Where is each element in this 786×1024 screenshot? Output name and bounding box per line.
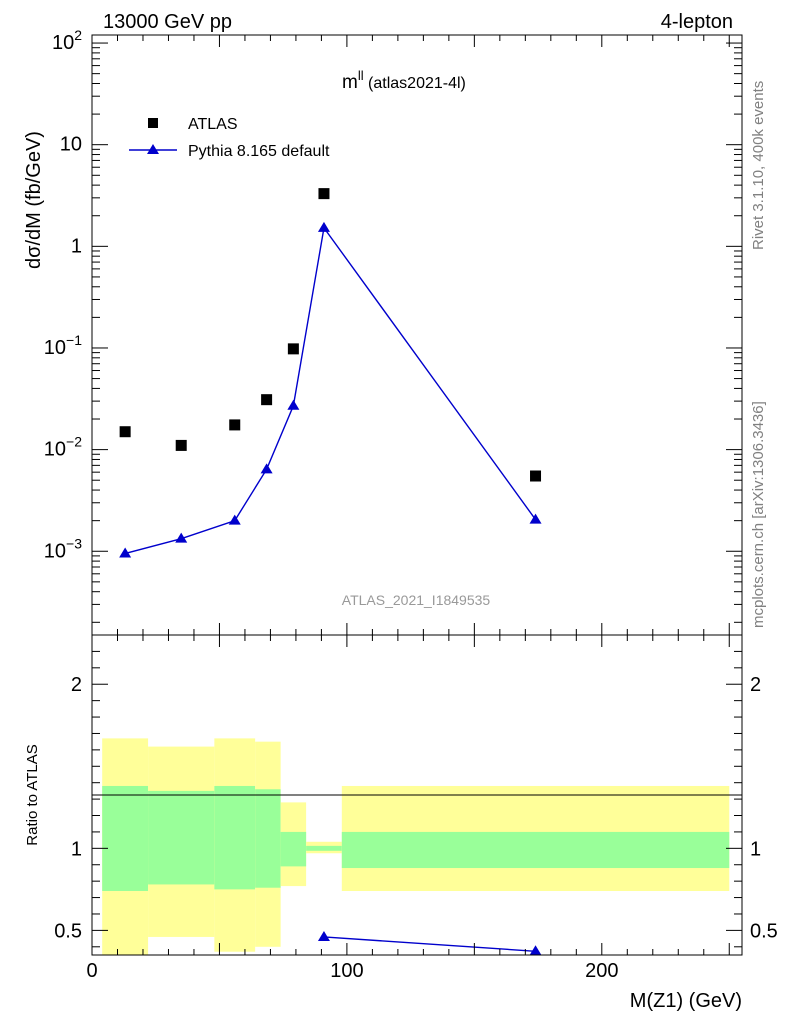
header-energy-label: 13000 GeV pp [103,11,232,33]
x-tick-labels: 0 100 200 [86,960,618,982]
data-point [229,419,241,431]
stat-uncertainty-band [255,789,281,888]
y-tick-label-base: 10 [52,32,74,54]
header-channel-label: 4-lepton [661,11,733,33]
main-axis-ticks [91,35,742,635]
data-point [119,426,131,438]
rivet-version-label: Rivet 3.1.10, 400k events [750,81,767,250]
ratio-y-tick-label-left: 2 [71,674,82,696]
plot-title-subtitle: (atlas2021-4l) [364,75,466,92]
legend-data-label: ATLAS [188,116,238,133]
mc-point [228,514,241,525]
ratio-mc-point [529,945,542,956]
legend-mc-label: Pythia 8.165 default [188,143,330,160]
mc-point [529,513,542,524]
plot-title-superscript: ll [358,68,364,83]
ratio-mc-point [317,930,330,941]
mc-point [119,547,132,558]
ratio-y-tick-label-right: 2 [750,674,761,696]
data-point [175,439,187,451]
mc-point [175,532,188,543]
plot-title: mll (atlas2021-4l) [342,68,466,93]
y-tick-label-base: 1 [71,235,82,257]
ratio-y-tick-label-left: 1 [71,838,82,860]
y-tick-label: 102 [52,27,82,54]
mc-point [260,463,273,474]
y-tick-label-base: 10 [44,337,66,359]
y-tick-label-exponent: −1 [66,332,82,348]
ratio-uncertainty-bands [102,738,730,955]
x-tick-label: 100 [330,960,363,982]
legend-data-marker [148,118,158,128]
legend-mc-marker [147,144,159,154]
x-tick-label: 0 [86,960,97,982]
ratio-y-axis-label: Ratio to ATLAS [24,744,41,845]
mc-series-line [124,226,537,555]
ratio-frame [91,634,743,956]
y-tick-label: 10 [60,134,82,156]
analysis-watermark: ATLAS_2021_I1849535 [342,592,491,608]
y-tick-label-base: 10 [44,439,66,461]
legend: ATLAS Pythia 8.165 default [129,116,330,160]
x-tick-label: 200 [585,960,618,982]
data-point [261,394,273,406]
stat-uncertainty-band [306,845,342,851]
mc-series-markers [119,221,542,558]
y-tick-label-base: 10 [60,134,82,156]
y-tick-label: 10−3 [44,535,82,562]
y-tick-label: 1 [71,235,82,257]
ratio-panel: 0.5 0.5 1 1 2 2 0 100 200 Ratio to ATLAS M(Z1) … [24,634,778,1012]
data-point [530,470,542,482]
mc-point [317,221,330,232]
y-tick-label: 10−1 [44,332,82,359]
ratio-mc-line [323,936,536,952]
y-tick-label-exponent: −2 [66,434,82,450]
data-point [287,343,299,355]
ratio-y-tick-label-right: 0.5 [750,920,778,942]
ratio-axis-ticks [91,634,742,955]
y-tick-label-base: 10 [44,540,66,562]
ratio-y-tick-labels: 0.5 0.5 1 1 2 2 [54,674,778,942]
y-axis-label: dσ/dM (fb/GeV) [23,131,45,269]
ratio-mc-markers [317,930,542,956]
y-tick-label-exponent: −3 [66,535,82,551]
data-series-markers [119,188,542,482]
stat-uncertainty-band [148,790,215,885]
mcplots-credit-label: mcplots.cern.ch [arXiv:1306.3436] [750,401,767,628]
stat-uncertainty-band [280,831,307,867]
plot-title-main: m [342,72,358,93]
ratio-y-tick-label-right: 1 [750,838,761,860]
x-axis-label: M(Z1) (GeV) [630,990,742,1012]
data-point [318,188,330,200]
ratio-y-tick-label-left: 0.5 [54,920,82,942]
stat-uncertainty-band [102,785,149,891]
stat-uncertainty-band [214,785,256,890]
stat-uncertainty-band [341,831,730,869]
y-tick-label-exponent: 2 [74,27,82,43]
y-tick-label: 10−2 [44,434,82,461]
mc-point [287,399,300,410]
